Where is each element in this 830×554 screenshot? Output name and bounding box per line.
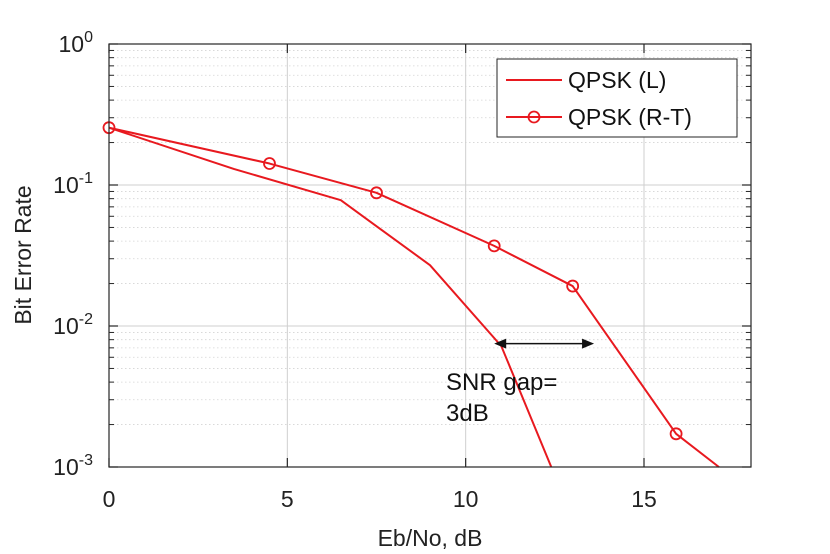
legend-label-qpsk-l: QPSK (L) <box>568 67 666 93</box>
x-tick-labels: 0 5 10 15 <box>103 486 657 512</box>
series-layer <box>102 121 720 468</box>
legend-label-qpsk-rt: QPSK (R-T) <box>568 104 692 130</box>
arrow-head-right <box>582 338 595 349</box>
annotation: SNR gap= 3dB <box>446 338 595 427</box>
legend-box <box>496 58 738 138</box>
arrow-head-left <box>494 338 507 349</box>
annotation-line2: 3dB <box>446 400 489 427</box>
legend-marker-qpsk-rt <box>527 110 541 124</box>
data-point <box>263 157 276 170</box>
snr-gap-arrow <box>494 338 595 349</box>
x-tick-label: 10 <box>453 486 479 512</box>
legend: QPSK (L) QPSK (R-T) <box>496 58 738 138</box>
x-tick-label: 5 <box>281 486 294 512</box>
x-tick-label: 0 <box>103 486 116 512</box>
axis-ticks <box>108 43 751 468</box>
data-point <box>566 279 580 293</box>
y-axis-label: Bit Error Rate <box>10 185 36 324</box>
data-point <box>370 186 383 200</box>
series-line-qpsk-rt <box>108 126 720 468</box>
data-point <box>669 427 683 441</box>
y-tick-label: 10-3 <box>53 452 93 480</box>
x-tick-label: 15 <box>631 486 657 512</box>
data-point <box>487 239 501 253</box>
series-line-qpsk-l <box>108 126 553 468</box>
x-axis-label: Eb/No, dB <box>378 525 483 551</box>
annotation-line1: SNR gap= <box>446 369 557 396</box>
plot-frame <box>108 43 752 468</box>
